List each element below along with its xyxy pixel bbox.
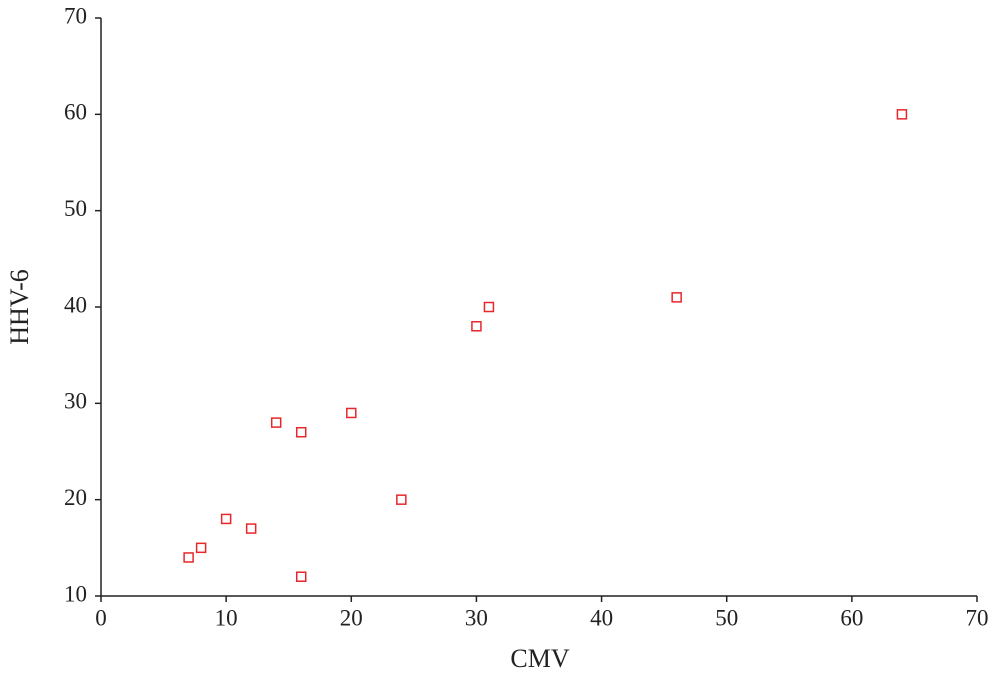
point xyxy=(183,552,194,563)
x-tick-label: 30 xyxy=(465,605,488,630)
x-tick-label: 10 xyxy=(215,605,238,630)
x-tick-label: 0 xyxy=(95,605,107,630)
point xyxy=(270,417,282,428)
y-tick-label: 50 xyxy=(64,196,87,221)
x-tick-label: 40 xyxy=(590,605,613,630)
point xyxy=(295,426,307,438)
point xyxy=(471,321,482,332)
y-tick-label: 40 xyxy=(64,292,87,317)
point xyxy=(220,513,232,525)
x-tick-label: 60 xyxy=(840,605,863,630)
point xyxy=(245,523,257,534)
point xyxy=(396,494,407,505)
y-tick-label: 30 xyxy=(64,389,87,414)
x-tick-label: 20 xyxy=(340,605,363,630)
y-tick-label: 20 xyxy=(64,485,87,510)
y-tick-label: 60 xyxy=(64,100,87,125)
point xyxy=(671,292,682,303)
point xyxy=(346,407,357,419)
y-axis-label: HHV-6 xyxy=(5,269,34,345)
point xyxy=(295,571,307,582)
point xyxy=(896,109,908,120)
x-tick-label: 70 xyxy=(966,605,989,630)
point xyxy=(195,542,207,554)
x-tick-label: 50 xyxy=(715,605,738,630)
y-tick-label: 10 xyxy=(64,581,87,606)
point xyxy=(483,301,495,313)
y-tick-label: 70 xyxy=(64,3,87,28)
x-axis-label: CMV xyxy=(510,644,569,673)
